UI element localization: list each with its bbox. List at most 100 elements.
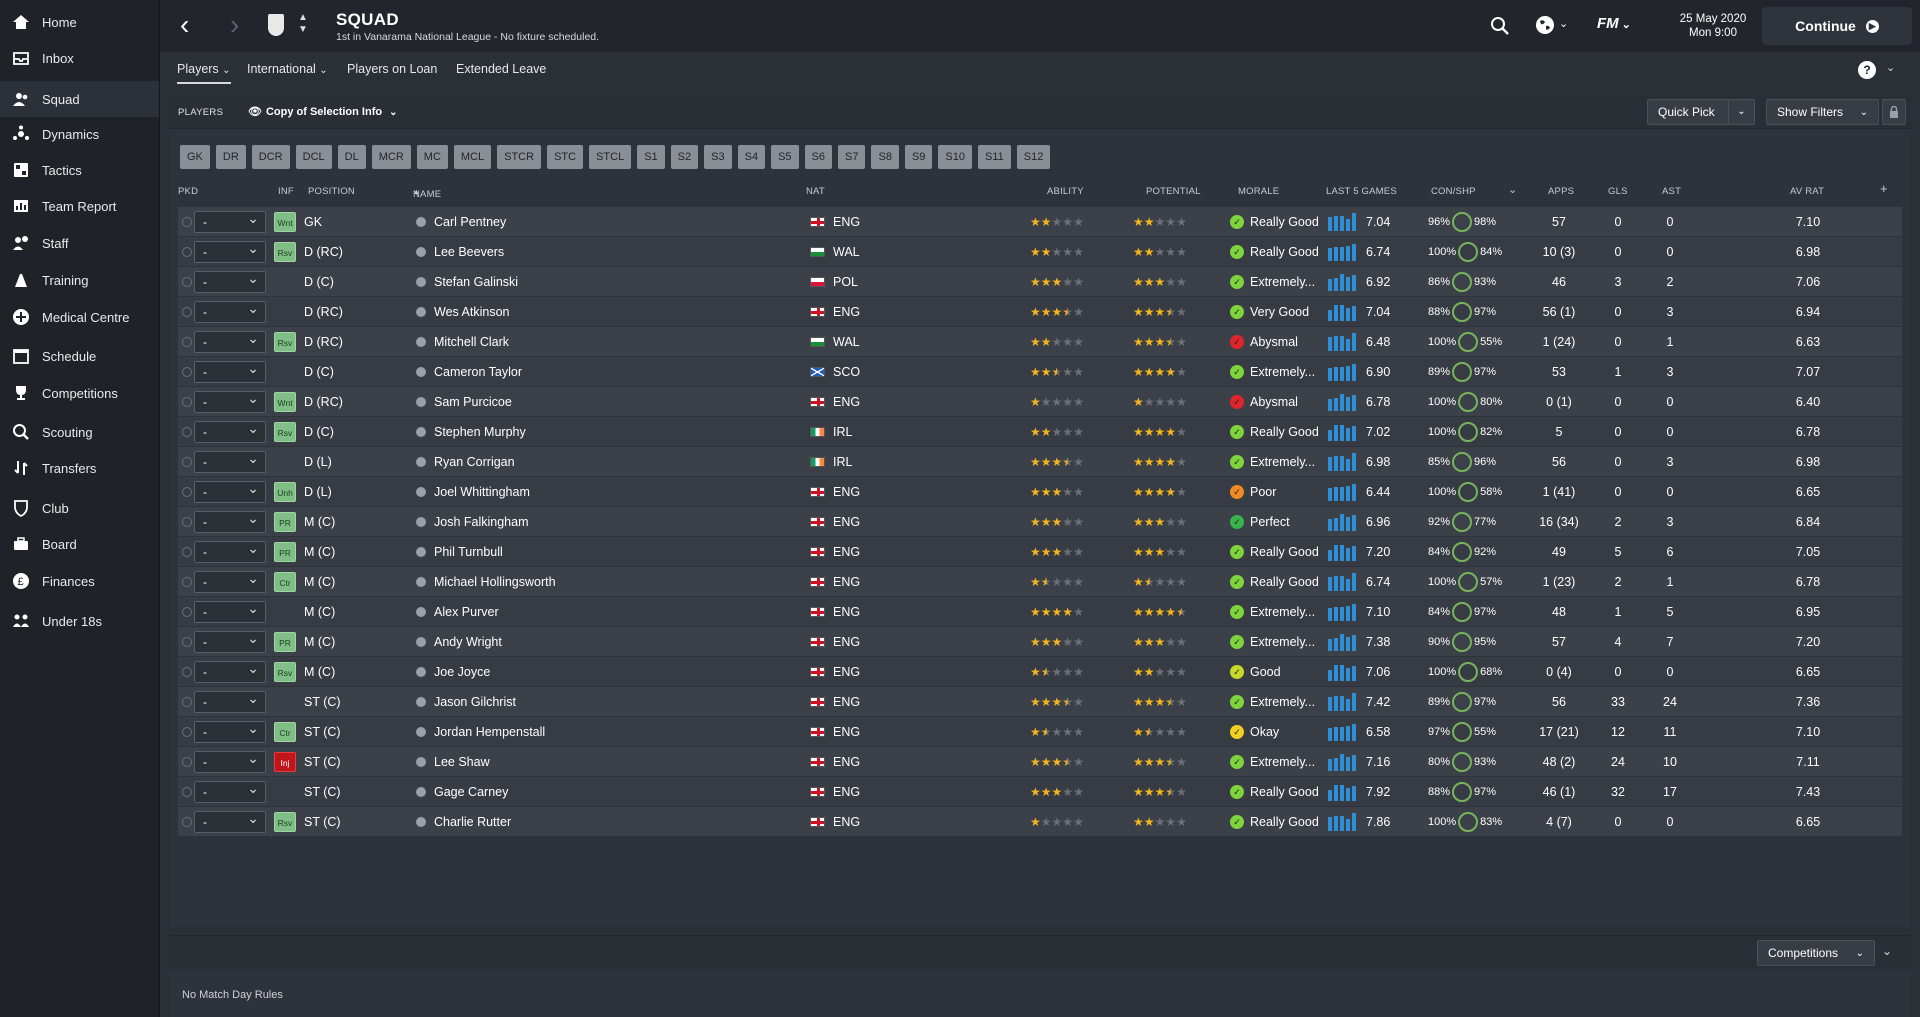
position-button-dcr[interactable]: DCR [251,145,290,169]
pick-indicator-icon[interactable] [182,297,192,327]
info-icon[interactable] [416,427,426,437]
table-row[interactable]: -Rsv M (C) Joe Joyce ENG ★★★★★ ★★★★★ ✓Good 7.06… [178,657,1902,687]
selection-dropdown[interactable]: - [194,687,266,717]
info-icon[interactable] [416,697,426,707]
help-icon[interactable]: ? [1858,61,1876,79]
selection-dropdown[interactable]: - [194,447,266,477]
table-row[interactable]: -Rsv D (RC) Lee Beevers WAL ★★★★★ ★★★★★ ✓Reall… [178,237,1902,267]
info-badge[interactable]: Rsv [274,812,296,832]
view-selector[interactable]: 👁 Copy of Selection Info ⌄ [248,106,398,118]
position-button-s8[interactable]: S8 [871,145,899,169]
table-row[interactable]: - M (C) Alex Purver ENG ★★★★★ ★★★★★ ✓Extremely… [178,597,1902,627]
sidebar-item-squad[interactable]: Squad [0,81,159,117]
selection-dropdown[interactable]: - [194,417,266,447]
info-badge[interactable]: Ctr [274,572,296,592]
info-badge[interactable]: Unh [274,482,296,502]
info-icon[interactable] [416,397,426,407]
info-badge[interactable]: Rsv [274,422,296,442]
selection-dropdown[interactable]: - [194,507,266,537]
pick-indicator-icon[interactable] [182,597,192,627]
quick-pick-button[interactable]: Quick Pick ⌄ [1647,99,1755,125]
position-button-s9[interactable]: S9 [904,145,933,169]
club-switch-arrows-icon[interactable]: ▲ ▼ [298,12,308,35]
pick-indicator-icon[interactable] [182,447,192,477]
position-button-s7[interactable]: S7 [838,145,866,169]
pick-indicator-icon[interactable] [182,477,192,507]
chevron-down-icon[interactable]: ⌄ [1886,62,1896,74]
selection-dropdown[interactable]: - [194,387,266,417]
player-name[interactable]: Jason Gilchrist [416,687,516,717]
col-last5[interactable]: LAST 5 GAMES [1326,186,1397,197]
info-badge[interactable]: Rsv [274,242,296,262]
info-icon[interactable] [416,517,426,527]
col-position[interactable]: POSITION [308,186,355,197]
info-icon[interactable] [416,817,426,827]
chevron-down-icon[interactable]: ⌄ [1728,100,1754,124]
info-icon[interactable] [416,367,426,377]
table-row[interactable]: -PR M (C) Phil Turnbull ENG ★★★★★ ★★★★★ ✓Reall… [178,537,1902,567]
pick-indicator-icon[interactable] [182,807,192,837]
position-button-s3[interactable]: S3 [704,145,732,169]
info-badge[interactable]: Ctr [274,722,296,742]
position-button-stcr[interactable]: STCR [497,145,542,169]
sidebar-item-team-report[interactable]: Team Report [0,188,159,224]
tab-players[interactable]: Players ⌄ [177,62,231,84]
table-row[interactable]: - D (RC) Wes Atkinson ENG ★★★★★ ★★★★★ ✓Very Go… [178,297,1902,327]
info-icon[interactable] [416,607,426,617]
player-name[interactable]: Charlie Rutter [416,807,511,837]
position-button-gk[interactable]: GK [180,145,210,169]
player-name[interactable]: Phil Turnbull [416,537,503,567]
pick-indicator-icon[interactable] [182,267,192,297]
selection-dropdown[interactable]: - [194,807,266,837]
position-button-s10[interactable]: S10 [938,145,972,169]
pick-indicator-icon[interactable] [182,627,192,657]
selection-dropdown[interactable]: - [194,297,266,327]
club-badge-icon[interactable] [268,14,284,36]
player-name[interactable]: Stephen Murphy [416,417,526,447]
table-row[interactable]: - D (C) Cameron Taylor SCO ★★★★★ ★★★★★ ✓Extrem… [178,357,1902,387]
info-badge[interactable]: PR [274,512,296,532]
info-icon[interactable] [416,247,426,257]
col-ability[interactable]: ABILITY [1047,186,1084,197]
player-name[interactable]: Carl Pentney [416,207,506,237]
sidebar-item-dynamics[interactable]: Dynamics [0,116,159,152]
info-badge[interactable]: PR [274,542,296,562]
player-name[interactable]: Ryan Corrigan [416,447,515,477]
info-icon[interactable] [416,667,426,677]
info-icon[interactable] [416,457,426,467]
pick-indicator-icon[interactable] [182,207,192,237]
col-pkd[interactable]: PKD [178,186,199,197]
table-row[interactable]: -Rsv D (RC) Mitchell Clark WAL ★★★★★ ★★★★★ ✓Ab… [178,327,1902,357]
table-row[interactable]: -Wnt D (RC) Sam Purcicoe ENG ★★★★★ ★★★★★ ✓Abys… [178,387,1902,417]
pick-indicator-icon[interactable] [182,417,192,447]
sidebar-item-under-18s[interactable]: Under 18s [0,603,159,639]
player-name[interactable]: Gage Carney [416,777,508,807]
chevron-down-icon[interactable]: ⌄ [1508,184,1518,196]
position-button-dl[interactable]: DL [337,145,366,169]
col-gls[interactable]: GLS [1608,186,1628,197]
selection-dropdown[interactable]: - [194,357,266,387]
col-nat[interactable]: NAT [806,186,825,197]
selection-dropdown[interactable]: - [194,567,266,597]
player-name[interactable]: Andy Wright [416,627,502,657]
player-name[interactable]: Joel Whittingham [416,477,530,507]
position-button-s1[interactable]: S1 [637,145,665,169]
col-potential[interactable]: POTENTIAL [1146,186,1201,197]
sidebar-item-board[interactable]: Board [0,526,159,562]
selection-dropdown[interactable]: - [194,267,266,297]
selection-dropdown[interactable]: - [194,537,266,567]
selection-dropdown[interactable]: - [194,597,266,627]
back-arrow-icon[interactable]: ‹ [180,9,190,40]
info-icon[interactable] [416,217,426,227]
col-conshp[interactable]: CON/SHP [1431,186,1476,197]
info-badge[interactable]: Rsv [274,662,296,682]
table-row[interactable]: -Rsv D (C) Stephen Murphy IRL ★★★★★ ★★★★★ ✓Rea… [178,417,1902,447]
player-name[interactable]: Michael Hollingsworth [416,567,556,597]
table-row[interactable]: -Rsv ST (C) Charlie Rutter ENG ★★★★★ ★★★★★ ✓Re… [178,807,1902,837]
info-icon[interactable] [416,727,426,737]
player-name[interactable]: Wes Atkinson [416,297,510,327]
forward-arrow-icon[interactable]: › [230,9,240,40]
info-icon[interactable] [416,487,426,497]
selection-dropdown[interactable]: - [194,657,266,687]
sidebar-item-club[interactable]: Club [0,490,159,526]
